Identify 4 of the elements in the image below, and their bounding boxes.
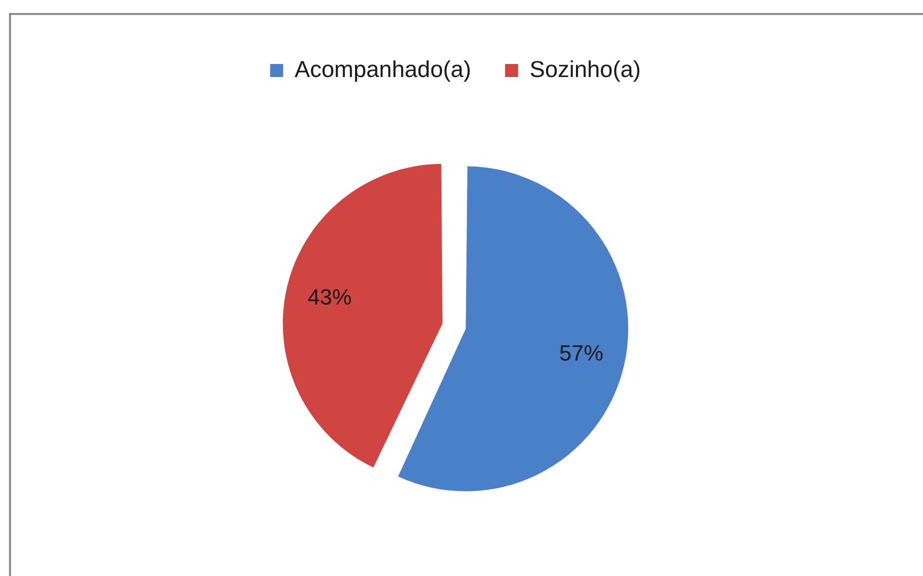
data-label: 43%: [308, 284, 352, 310]
legend-label: Sozinho(a): [530, 56, 641, 82]
data-label: 57%: [559, 340, 604, 366]
legend-label: Acompanhado(a): [294, 56, 472, 82]
